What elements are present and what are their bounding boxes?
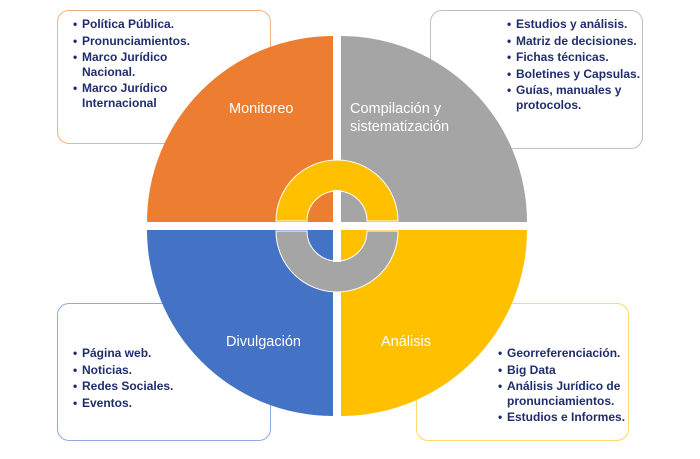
gap [333, 231, 341, 262]
list-item: Análisis Jurídico de pronunciamientos. [498, 379, 632, 408]
gap [333, 190, 341, 221]
compilacion-label: Compilación y sistematización [350, 100, 449, 136]
list-item: Noticias. [73, 363, 270, 378]
analisis-label: Análisis [381, 334, 431, 350]
list-item: Pronunciamientos. [73, 34, 192, 49]
compilacion-label-line2: sistematización [350, 119, 450, 135]
list-item: Página web. [73, 346, 270, 361]
list-item: Marco Jurídico Internacional [73, 81, 182, 110]
monitoreo-quadrant [147, 36, 333, 222]
list-item: Estudios e Informes. [498, 410, 628, 425]
list-item: Estudios y análisis. [507, 17, 642, 32]
analisis-quadrant [341, 230, 527, 416]
monitoreo-label: Monitoreo [229, 101, 294, 117]
compilacion-quadrant [341, 36, 527, 222]
list-item: Georreferenciación. [498, 346, 628, 361]
divulgacion-box: Página web. Noticias. Redes Sociales. Ev… [57, 303, 271, 441]
list-item: Redes Sociales. [73, 379, 270, 394]
divulgacion-label: Divulgación [226, 334, 301, 350]
list-item: Guías, manuales y protocolos. [507, 83, 634, 112]
list-item: Big Data [498, 363, 628, 378]
list-item: Fichas técnicas. [507, 50, 642, 65]
list-item: Boletines y Capsulas. [507, 67, 642, 82]
divulgacion-quadrant [147, 230, 333, 416]
list-item: Matriz de decisiones. [507, 34, 642, 49]
list-item: Marco Jurídico Nacional. [73, 50, 182, 79]
list-item: Política Pública. [73, 17, 270, 32]
compilacion-label-line1: Compilación y [350, 101, 442, 117]
list-item: Eventos. [73, 396, 270, 411]
